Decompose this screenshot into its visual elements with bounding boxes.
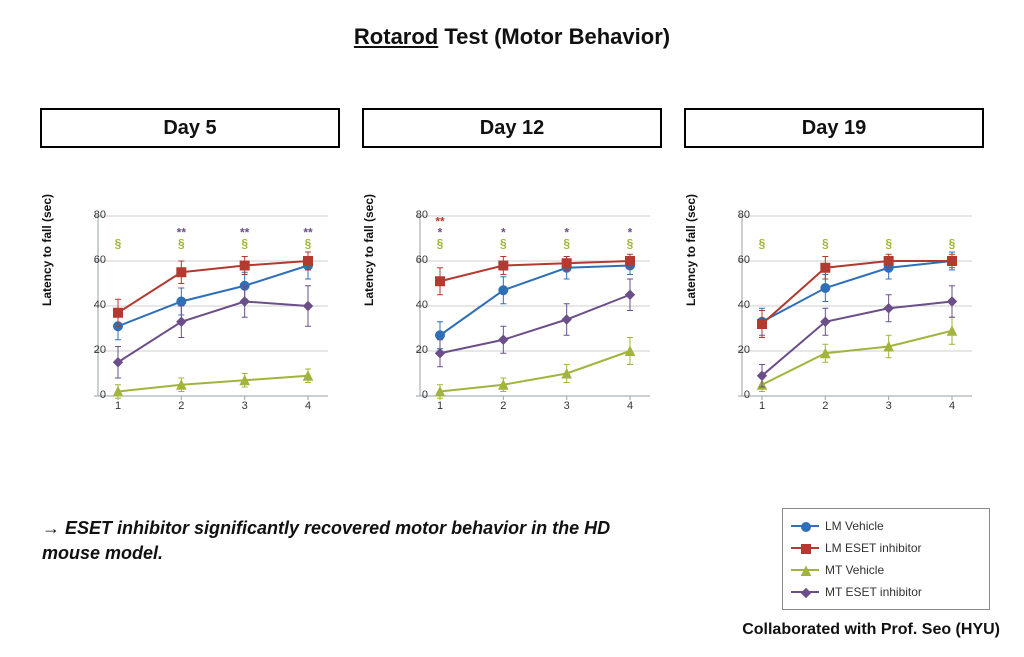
svg-text:**: **: [435, 215, 445, 229]
x-tick-label: 4: [943, 400, 961, 412]
y-tick-label: 20: [404, 344, 428, 356]
x-tick-label: 3: [558, 400, 576, 412]
y-tick-label: 0: [404, 389, 428, 401]
x-tick-label: 4: [299, 400, 317, 412]
x-tick-label: 1: [431, 400, 449, 412]
x-tick-label: 2: [816, 400, 834, 412]
y-tick-label: 60: [726, 254, 750, 266]
y-tick-label: 40: [404, 299, 428, 311]
y-tick-label: 80: [404, 209, 428, 221]
chart-panel: Day 12Latency to fall (sec)§***§*§*§*020…: [362, 108, 662, 488]
chart-panels: Day 5Latency to fall (sec)§§**§**§**0204…: [40, 108, 984, 488]
y-tick-label: 40: [726, 299, 750, 311]
y-tick-label: 0: [726, 389, 750, 401]
svg-text:**: **: [177, 226, 187, 240]
legend: LM Vehicle LM ESET inhibitor MT Vehicle MT …: [782, 508, 990, 610]
y-tick-label: 60: [404, 254, 428, 266]
page-title: Rotarod Test (Motor Behavior): [0, 24, 1024, 50]
chart-panel: Day 5Latency to fall (sec)§§**§**§**0204…: [40, 108, 340, 488]
x-tick-label: 2: [494, 400, 512, 412]
legend-label: LM ESET inhibitor: [825, 541, 922, 555]
y-axis-label: Latency to fall (sec): [362, 194, 376, 306]
y-tick-label: 80: [82, 209, 106, 221]
svg-text:*: *: [564, 226, 569, 240]
x-tick-label: 1: [109, 400, 127, 412]
page-title-rest: Test (Motor Behavior): [438, 24, 670, 49]
panel-title: Day 12: [362, 108, 662, 148]
chart-box: Latency to fall (sec)§***§*§*§*020406080…: [362, 188, 662, 448]
panel-title: Day 19: [684, 108, 984, 148]
legend-label: MT ESET inhibitor: [825, 585, 922, 599]
y-tick-label: 20: [726, 344, 750, 356]
svg-text:**: **: [240, 226, 250, 240]
legend-swatch: [791, 569, 819, 571]
legend-label: MT Vehicle: [825, 563, 884, 577]
svg-text:§: §: [115, 237, 122, 251]
legend-label: LM Vehicle: [825, 519, 884, 533]
legend-row: LM Vehicle: [791, 515, 981, 537]
svg-text:§: §: [949, 237, 956, 251]
legend-row: LM ESET inhibitor: [791, 537, 981, 559]
x-tick-label: 2: [172, 400, 190, 412]
legend-marker-icon: [801, 521, 811, 531]
svg-text:*: *: [501, 226, 506, 240]
svg-text:§: §: [822, 237, 829, 251]
legend-marker-icon: [801, 565, 811, 575]
chart-box: Latency to fall (sec) § § § § 0 20 40 60 80 1 2 3 4: [684, 188, 984, 448]
y-tick-label: 40: [82, 299, 106, 311]
y-axis-label: Latency to fall (sec): [40, 194, 54, 306]
panel-title: Day 5: [40, 108, 340, 148]
arrow-icon: →: [42, 518, 60, 538]
svg-text:**: **: [303, 226, 313, 240]
svg-text:*: *: [628, 226, 633, 240]
svg-text:§: §: [759, 237, 766, 251]
x-tick-label: 1: [753, 400, 771, 412]
legend-swatch: [791, 525, 819, 527]
legend-swatch: [791, 591, 819, 593]
y-tick-label: 60: [82, 254, 106, 266]
y-tick-label: 20: [82, 344, 106, 356]
conclusion-body: ESET inhibitor significantly recovered m…: [42, 518, 610, 563]
y-axis-label: Latency to fall (sec): [684, 194, 698, 306]
footer-collaboration: Collaborated with Prof. Seo (HYU): [742, 621, 1000, 639]
chart-box: Latency to fall (sec)§§**§**§**020406080…: [40, 188, 340, 448]
legend-marker-icon: [801, 543, 811, 553]
x-tick-label: 3: [236, 400, 254, 412]
chart-panel: Day 19 Latency to fall (sec) § § § § 0 20 40 60 80…: [684, 108, 984, 488]
x-tick-label: 3: [880, 400, 898, 412]
plot-svg: § § § §: [742, 216, 972, 396]
svg-text:§: §: [885, 237, 892, 251]
conclusion-text: → ESET inhibitor significantly recovered…: [42, 516, 642, 566]
y-tick-label: 0: [82, 389, 106, 401]
legend-row: MT ESET inhibitor: [791, 581, 981, 603]
plot-svg: §§**§**§**: [98, 216, 328, 396]
legend-marker-icon: [801, 587, 811, 597]
page-title-underlined: Rotarod: [354, 24, 438, 49]
x-tick-label: 4: [621, 400, 639, 412]
plot-svg: §***§*§*§*: [420, 216, 650, 396]
legend-row: MT Vehicle: [791, 559, 981, 581]
legend-swatch: [791, 547, 819, 549]
y-tick-label: 80: [726, 209, 750, 221]
